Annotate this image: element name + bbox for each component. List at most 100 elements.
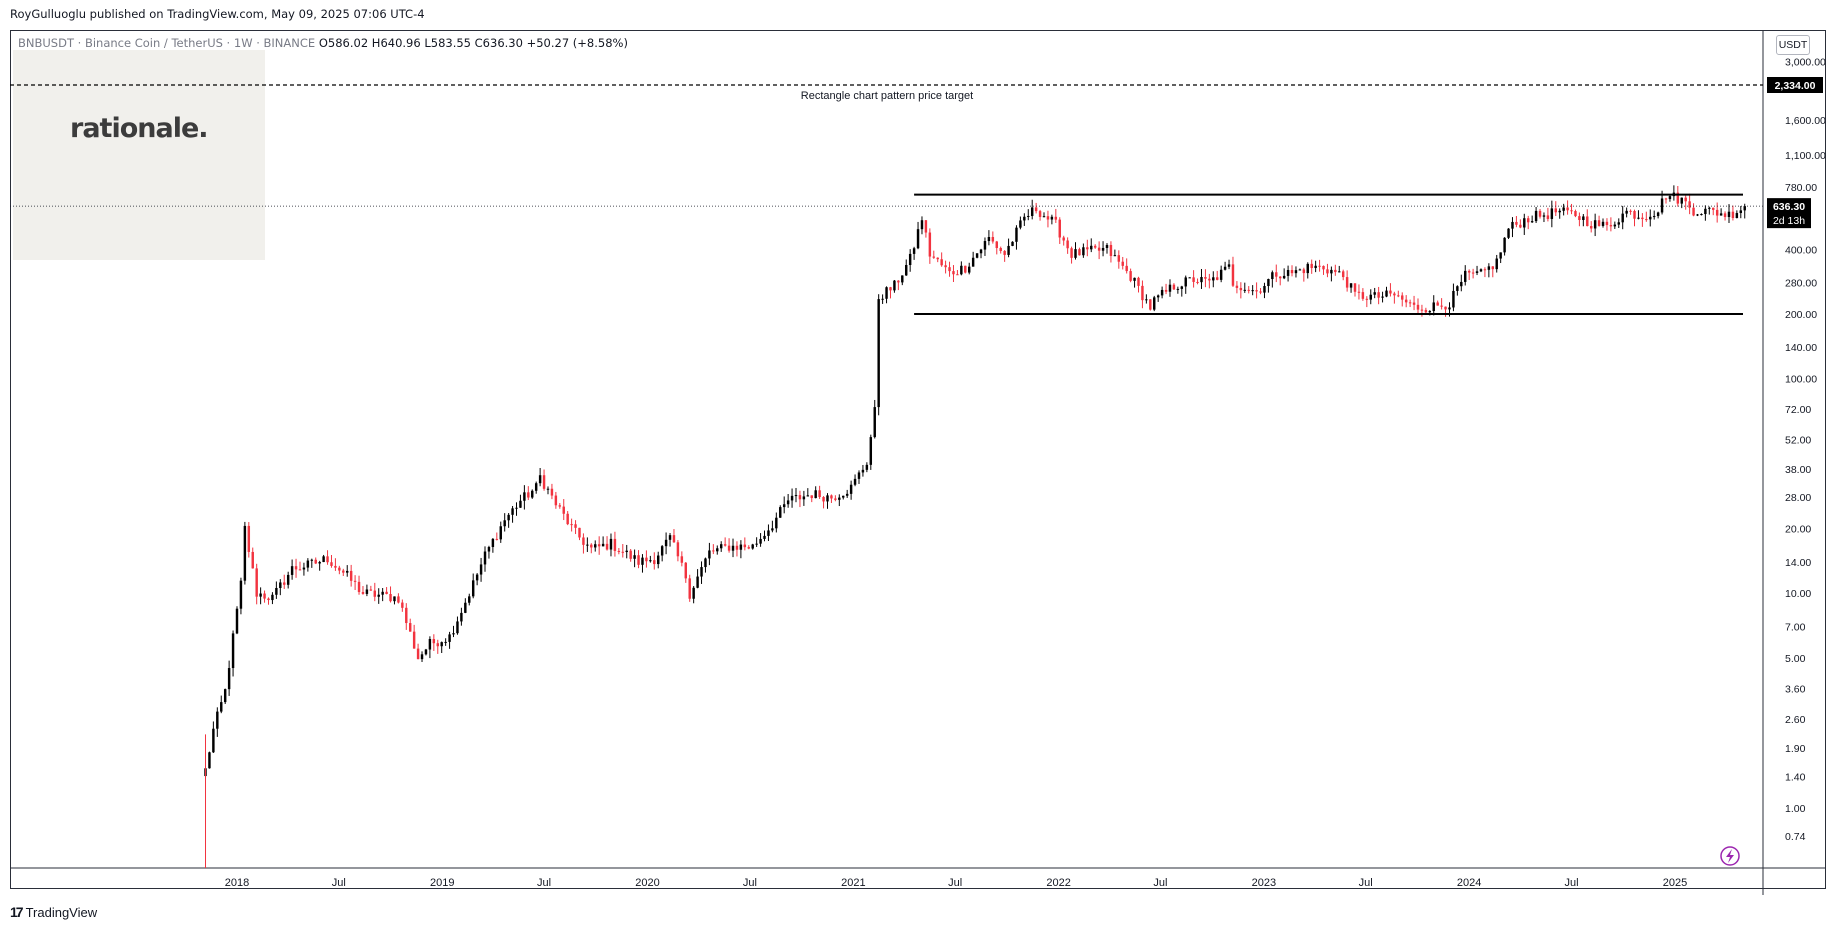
candle-body [1058,219,1061,238]
candle-body [275,587,278,595]
candle-body [1739,210,1743,214]
y-tick-label: 5.00 [1785,653,1806,665]
x-tick-label: 2019 [430,877,454,889]
candle-body [1412,302,1416,305]
current-price-tag-label: 636.30 [1773,201,1805,213]
candle-body [1515,221,1518,225]
candle-body [881,298,884,300]
candle-body [1715,209,1719,216]
candle-body [1007,245,1010,255]
candle-body [637,555,640,565]
candle-body [562,506,565,514]
candle-body [471,580,475,597]
candles-layer [204,185,1746,868]
candle-body [1042,216,1046,218]
candle-body [1467,270,1471,273]
candle-body [1263,286,1266,293]
candle-body [1452,290,1455,308]
candle-body [342,570,345,573]
candle-body [857,472,861,479]
candle-body [1023,216,1026,221]
candle-body [1507,228,1510,238]
candle-body [936,257,939,260]
candle-body [1334,269,1337,273]
candle-body [373,590,377,597]
candle-body [1255,290,1258,292]
candle-body [668,535,672,540]
candle-body [1074,249,1077,258]
ohlc-high: H640.96 [371,36,421,50]
candle-body [716,548,719,552]
candle-body [660,546,664,556]
candle-body [227,668,231,690]
tradingview-brand[interactable]: 17 TradingView [10,904,97,920]
candle-body [1090,245,1093,250]
candle-body [645,557,648,562]
candle-body [708,550,711,559]
candle-body [338,567,341,571]
candle-body [1649,216,1652,220]
candle-body [1223,266,1227,270]
y-tick-label: 28.00 [1785,492,1811,504]
candle-body [263,593,266,599]
candle-body [1589,226,1593,229]
candle-body [861,469,865,473]
candle-body [570,524,573,526]
candle-body [751,544,754,549]
y-tick-label: 7.00 [1785,621,1806,633]
candle-body [979,249,983,254]
candle-body [1243,289,1247,291]
candle-body [464,602,467,613]
candle-body [771,528,774,531]
candle-body [554,495,558,506]
y-tick-label: 1.40 [1785,771,1806,783]
candle-body [794,495,798,497]
candle-body [712,550,715,552]
candle-body [1731,211,1735,219]
candle-body [983,241,987,250]
candle-body [1070,248,1073,258]
candle-body [605,543,609,550]
candle-body [456,621,459,634]
candle-body [1078,249,1081,256]
candle-body [621,551,625,553]
candle-body [1133,277,1136,281]
currency-selector[interactable]: USDT [1776,35,1810,55]
candle-body [1239,287,1243,291]
candle-body [310,559,314,561]
candle-body [1097,247,1101,251]
candle-body [664,539,668,547]
candle-body [534,483,538,491]
candle-body [1523,218,1526,228]
candle-body [424,649,428,655]
candle-body [578,527,581,538]
candle-body [897,280,900,283]
overlay-layer: Rectangle chart pattern price target 2,33… [10,77,1823,866]
candle-body [507,514,510,521]
candle-body [893,280,896,291]
candle-body [759,538,762,544]
candle-body [1216,277,1219,280]
candle-body [298,569,302,571]
candle-body [1578,216,1581,220]
candle-body [1271,272,1274,280]
candle-body [1660,198,1664,213]
y-tick-label: 3,000.00 [1785,57,1826,69]
candle-body [1566,207,1569,211]
candle-body [802,496,806,500]
candle-body [641,557,644,565]
current-price-tag [1767,198,1811,229]
candle-body [1345,277,1349,288]
candle-body [1432,302,1435,312]
candle-body [1456,286,1459,291]
candle-body [377,594,380,597]
candle-body [865,464,869,470]
candle-body [1030,207,1034,216]
y-tick-label: 280.00 [1785,278,1817,290]
candle-body [1141,285,1144,301]
candle-body [1117,255,1121,262]
candle-body [1172,284,1176,290]
candle-body [1609,225,1613,227]
candle-body [223,689,227,703]
